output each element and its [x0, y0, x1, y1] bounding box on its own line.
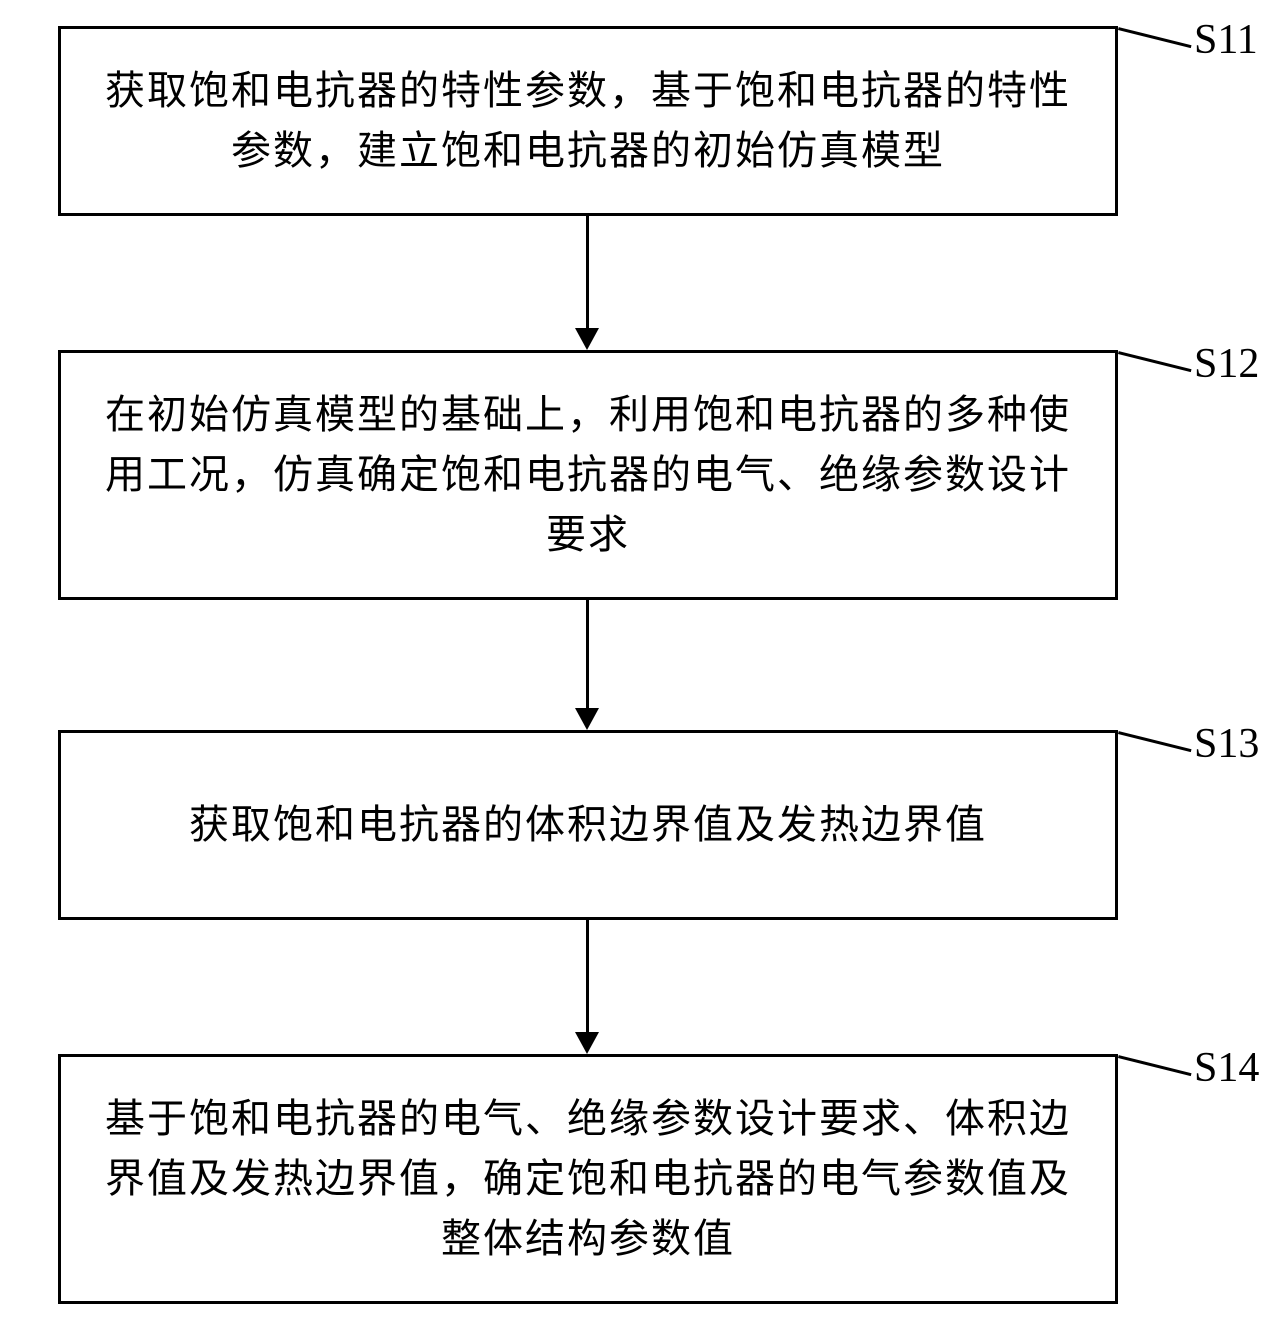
flowchart-box-s11: 获取饱和电抗器的特性参数，基于饱和电抗器的特性参数，建立饱和电抗器的初始仿真模型	[58, 26, 1118, 216]
flowchart-text-s11: 获取饱和电抗器的特性参数，基于饱和电抗器的特性参数，建立饱和电抗器的初始仿真模型	[91, 61, 1085, 181]
step-label-s12: S12	[1194, 340, 1259, 388]
label-connector-s13	[1118, 731, 1191, 752]
arrow-head-s13-s14	[575, 1032, 599, 1054]
arrow-head-s12-s13	[575, 708, 599, 730]
arrow-head-s11-s12	[575, 328, 599, 350]
flowchart-text-s12: 在初始仿真模型的基础上，利用饱和电抗器的多种使用工况，仿真确定饱和电抗器的电气、…	[91, 385, 1085, 565]
arrow-s12-s13	[586, 600, 589, 710]
label-connector-s11	[1118, 27, 1191, 48]
label-connector-s14	[1118, 1055, 1191, 1076]
flowchart-box-s14: 基于饱和电抗器的电气、绝缘参数设计要求、体积边界值及发热边界值，确定饱和电抗器的…	[58, 1054, 1118, 1304]
flowchart-text-s13: 获取饱和电抗器的体积边界值及发热边界值	[189, 795, 987, 855]
arrow-s13-s14	[586, 920, 589, 1034]
flowchart-box-s13: 获取饱和电抗器的体积边界值及发热边界值	[58, 730, 1118, 920]
step-label-s13: S13	[1194, 720, 1259, 768]
label-connector-s12	[1118, 351, 1191, 372]
step-label-s14: S14	[1194, 1044, 1259, 1092]
step-label-s11: S11	[1194, 16, 1258, 64]
flowchart-box-s12: 在初始仿真模型的基础上，利用饱和电抗器的多种使用工况，仿真确定饱和电抗器的电气、…	[58, 350, 1118, 600]
flowchart-text-s14: 基于饱和电抗器的电气、绝缘参数设计要求、体积边界值及发热边界值，确定饱和电抗器的…	[91, 1089, 1085, 1269]
flowchart-container: 获取饱和电抗器的特性参数，基于饱和电抗器的特性参数，建立饱和电抗器的初始仿真模型…	[0, 0, 1284, 1330]
arrow-s11-s12	[586, 216, 589, 330]
